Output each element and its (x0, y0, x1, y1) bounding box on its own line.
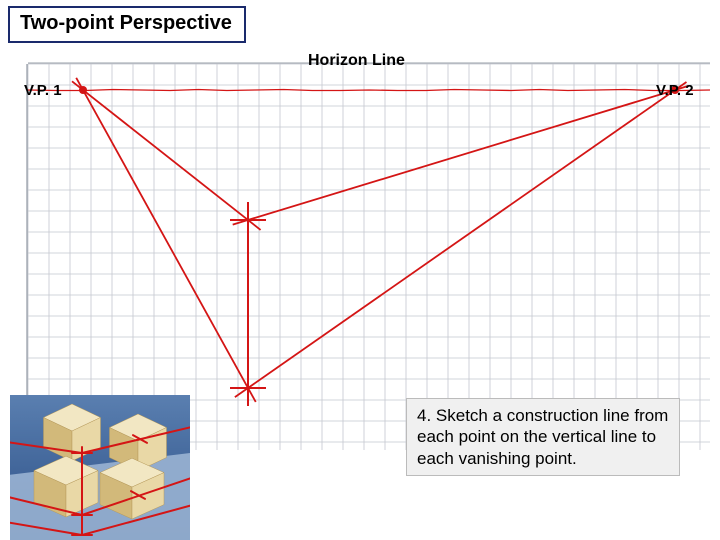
reference-photo (10, 395, 190, 540)
vanishing-point-1-label: V.P. 1 (24, 82, 62, 99)
page-title: Two-point Perspective (8, 6, 246, 43)
horizon-line-label: Horizon Line (308, 52, 405, 70)
diagram-stage: Horizon Line V.P. 1 V.P. 2 4. Sketch a c… (0, 50, 720, 530)
vanishing-point-2-label: V.P. 2 (656, 82, 694, 99)
instruction-text: 4. Sketch a construction line from each … (406, 398, 680, 476)
